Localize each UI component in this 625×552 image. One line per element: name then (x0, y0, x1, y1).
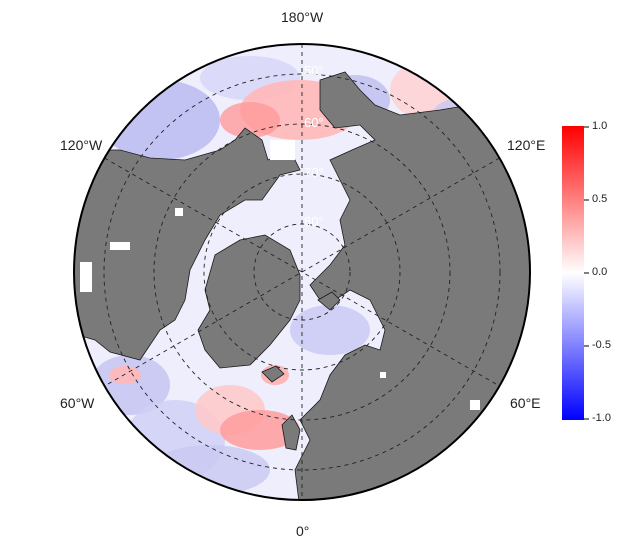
colorbar-label-half: 0.5 (592, 193, 608, 205)
map-boundary (73, 43, 531, 501)
colorbar-label-min: -1.0 (592, 412, 611, 424)
colorbar-ticks (584, 126, 589, 420)
lat-label-70: 70° (304, 165, 324, 180)
graticule (103, 44, 501, 500)
lon-label-0: 0° (296, 523, 310, 539)
north-america-land (74, 127, 301, 361)
lon-label-180w: 180°W (281, 9, 324, 25)
lat-circle-50 (103, 73, 501, 471)
lat-label-50: 50° (304, 63, 324, 78)
lon-label-120w: 120°W (60, 137, 103, 153)
colorbar-label-neg-half: -0.5 (592, 339, 611, 351)
lon-label-60w: 60°W (60, 395, 95, 411)
colorbar (562, 126, 584, 420)
british-isles-land (281, 414, 301, 451)
lon-label-60e: 60°E (510, 395, 541, 411)
svalbard-land (317, 291, 341, 311)
lat-circle-70 (203, 173, 401, 371)
greenland-land (197, 234, 301, 369)
masked-cells (80, 140, 480, 410)
colorbar-label-zero: 0.0 (592, 266, 608, 278)
land-masses (74, 71, 530, 500)
lat-label-80: 80° (304, 214, 324, 229)
map-disc: 50° 60° 70° 80° (74, 44, 530, 500)
iceland-land (261, 365, 285, 383)
lon-label-120e: 120°E (507, 137, 546, 153)
lat-label-60: 60° (304, 115, 324, 130)
colorbar-label-max: 1.0 (592, 120, 608, 132)
